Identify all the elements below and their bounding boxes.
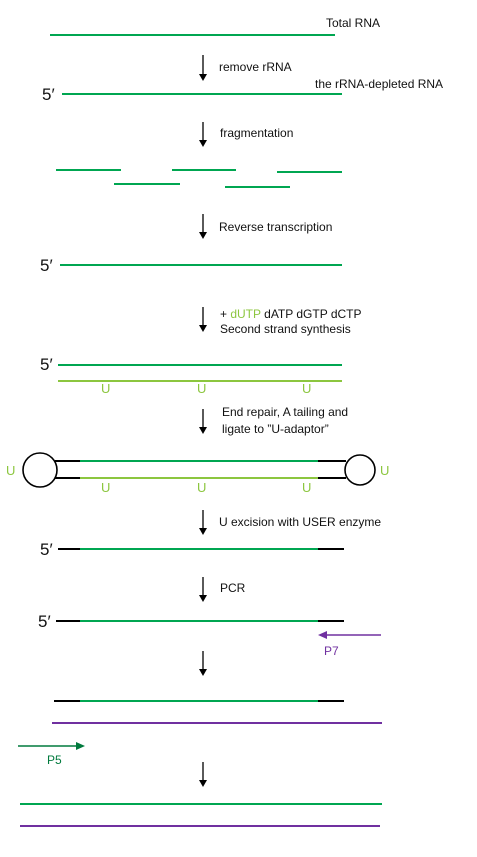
step-label-nucleotides: + dUTP dATP dGTP dCTP	[220, 307, 362, 321]
five-prime-label: 5′	[42, 85, 55, 104]
p7-primer-label: P7	[324, 644, 339, 658]
uracil-marks: U U U	[101, 381, 311, 396]
u-mark: U	[302, 480, 311, 495]
rna-fragments	[56, 169, 342, 188]
depleted-rna-label: the rRNA-depleted RNA	[315, 77, 443, 91]
p5-primer-label: P5	[47, 753, 62, 767]
step-label-end-repair-1: End repair, A tailing and	[222, 405, 348, 419]
u-mark: U	[101, 381, 110, 396]
total-rna-label: Total RNA	[326, 16, 380, 30]
uracil-marks: U U U	[101, 480, 311, 495]
step-label-reverse-transcription: Reverse transcription	[219, 220, 332, 234]
u-mark-left-adaptor: U	[6, 463, 15, 478]
step-arrow-second-strand	[199, 307, 207, 332]
u-mark: U	[197, 480, 206, 495]
other-nucleotides: dATP dGTP dCTP	[261, 307, 362, 321]
step-label-second-strand: Second strand synthesis	[220, 322, 351, 336]
p7-primer-arrow	[318, 631, 381, 639]
five-prime-label: 5′	[38, 612, 51, 631]
dutp-label: dUTP	[230, 307, 261, 321]
five-prime-label: 5′	[40, 355, 53, 374]
step-arrow-remove-rrna	[199, 55, 207, 81]
step-arrow-reverse-transcription	[199, 214, 207, 239]
u-mark-right-adaptor: U	[380, 463, 389, 478]
step-arrow-pcr	[199, 577, 207, 602]
step-label-u-excision: U excision with USER enzyme	[219, 515, 381, 529]
step-label-end-repair-2: ligate to ”U-adaptor”	[222, 422, 329, 436]
step-arrow-amplify	[199, 651, 207, 676]
five-prime-label: 5′	[40, 540, 53, 559]
step-arrow-fragmentation	[199, 122, 207, 147]
step-label-remove-rrna: remove rRNA	[219, 60, 292, 74]
u-mark: U	[197, 381, 206, 396]
five-prime-label: 5′	[40, 256, 53, 275]
step-arrow-u-excision	[199, 510, 207, 535]
right-hairpin-loop	[344, 454, 376, 486]
plus-sign: +	[220, 307, 230, 321]
u-mark: U	[302, 381, 311, 396]
step-arrow-final	[199, 762, 207, 787]
step-label-fragmentation: fragmentation	[220, 126, 293, 140]
step-arrow-end-repair	[199, 409, 207, 434]
p5-primer-arrow	[18, 742, 85, 750]
u-mark: U	[101, 480, 110, 495]
u-adaptor-construct	[22, 452, 376, 488]
left-hairpin-loop	[22, 452, 58, 488]
step-label-pcr: PCR	[220, 581, 246, 595]
